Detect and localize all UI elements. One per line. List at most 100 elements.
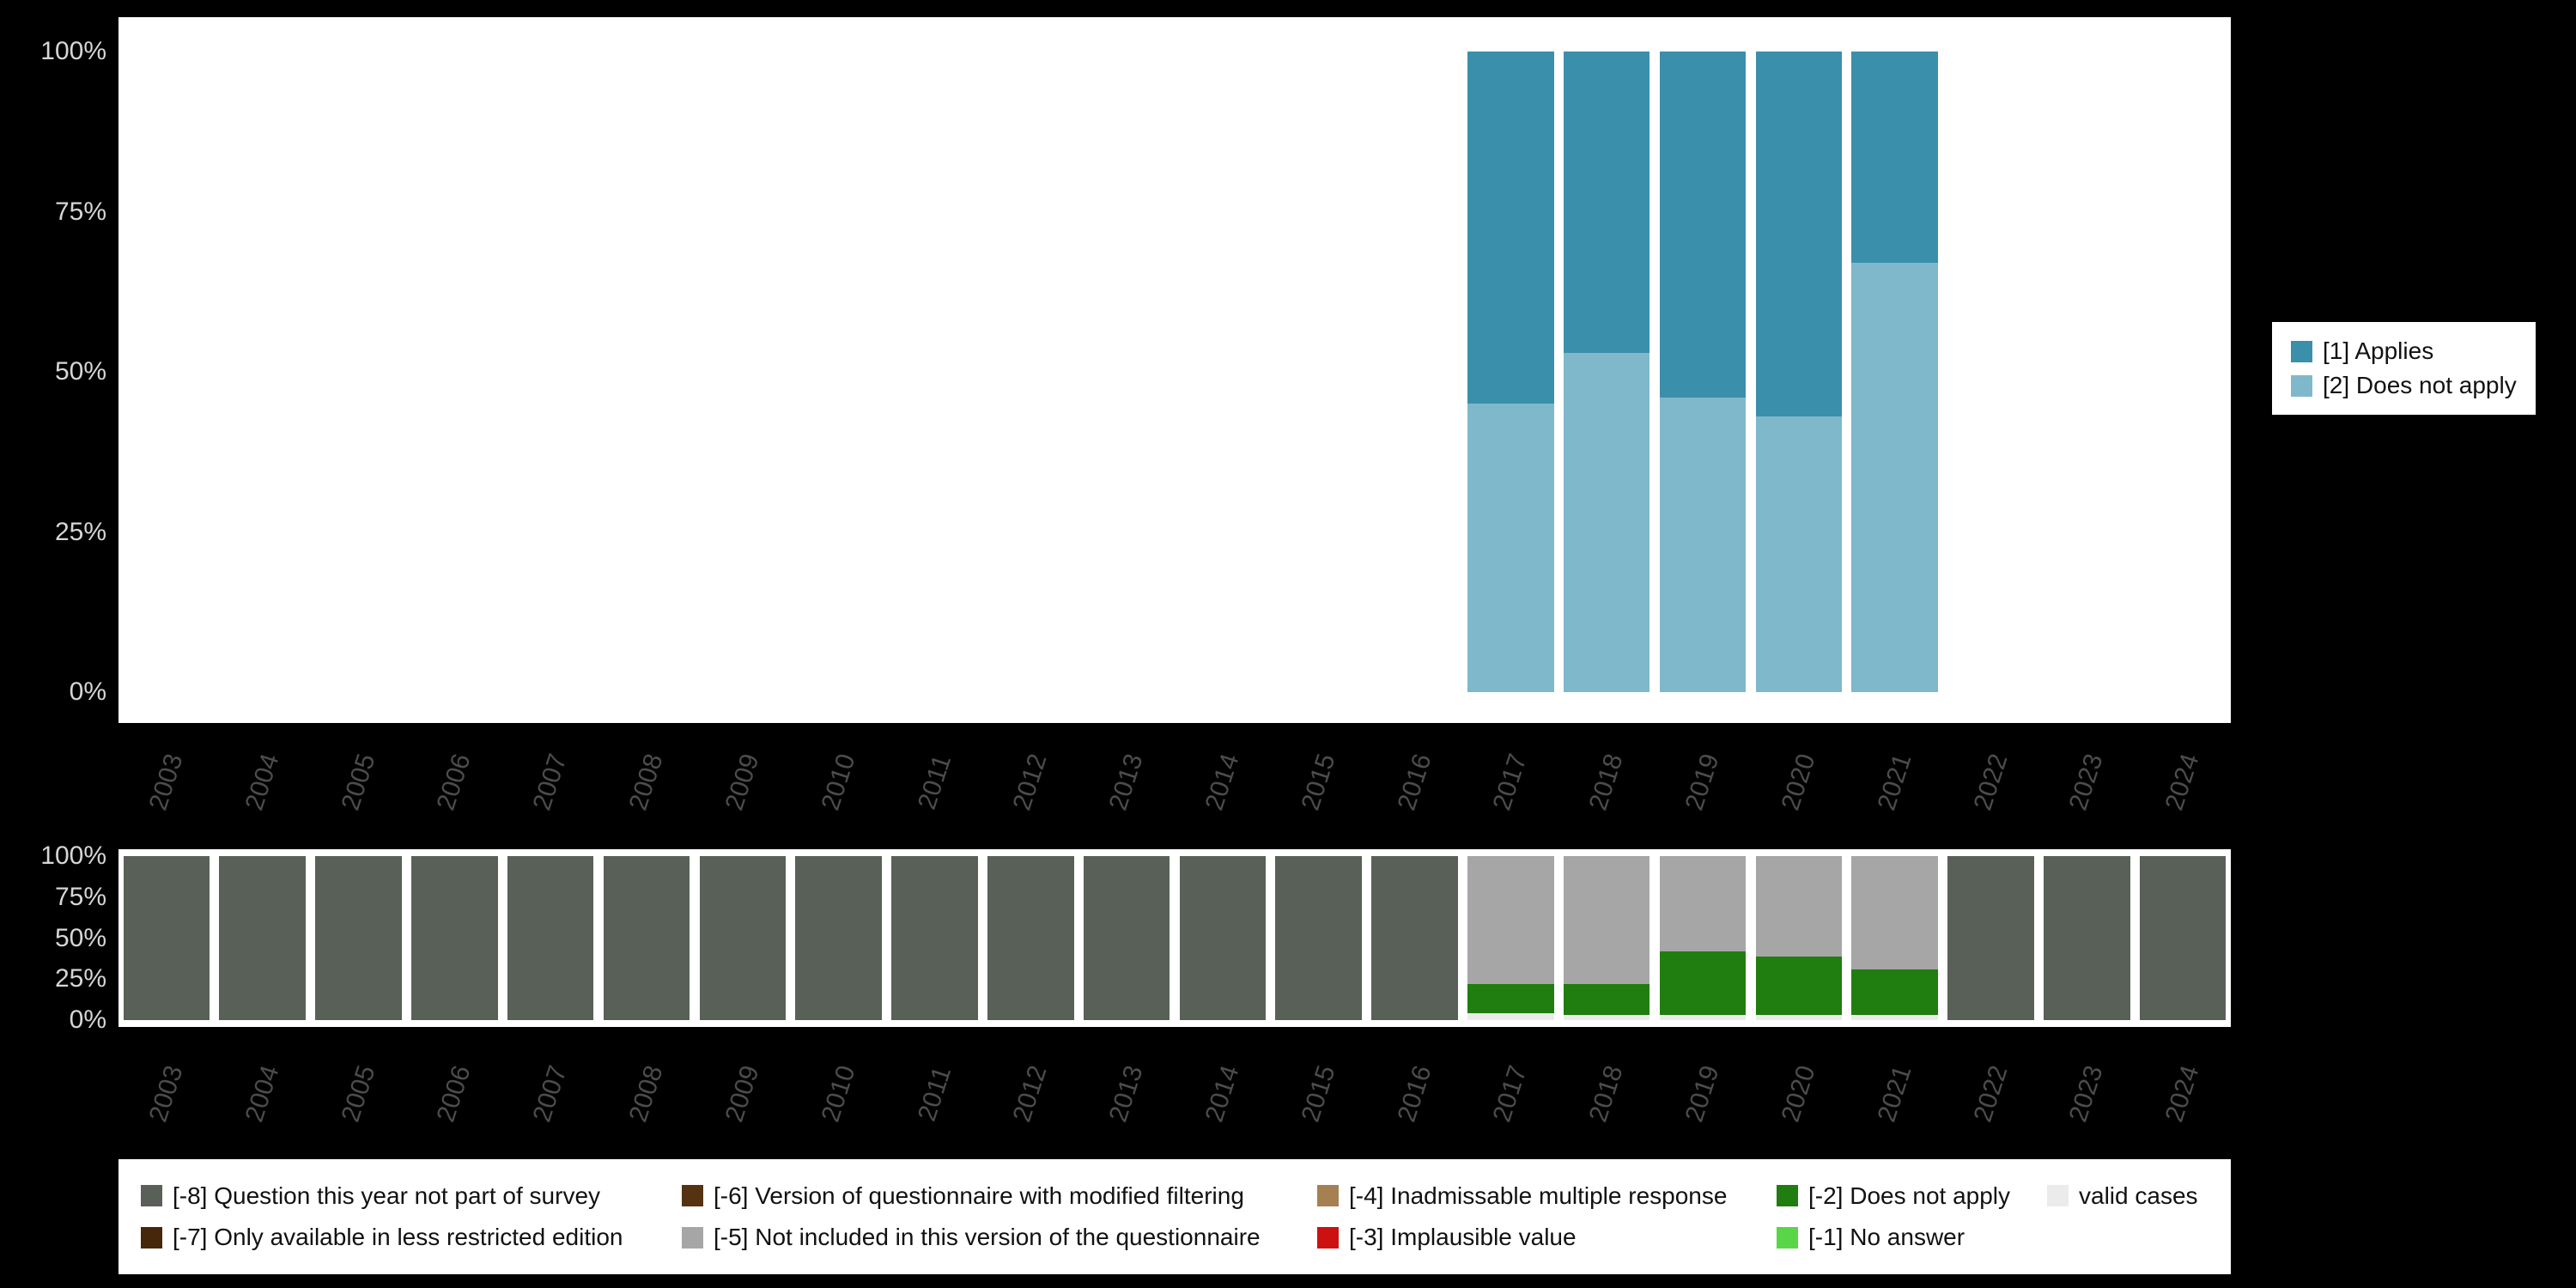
x-tick-missing-values-by-year-2019: 2019 (1680, 1062, 1725, 1126)
x-tick-variable-distribution-by-year-2016: 2016 (1392, 750, 1437, 814)
x-tick-variable-distribution-by-year-2020: 2020 (1776, 750, 1821, 814)
y-tick-missing-values-by-year-100pct: 100% (40, 841, 106, 870)
bar-segment-2019-applies (1659, 52, 1747, 398)
x-tick-missing-values-by-year-2006: 2006 (431, 1062, 477, 1126)
x-tick-missing-values-by-year-2007: 2007 (527, 1062, 573, 1126)
x-tick-variable-distribution-by-year-2018: 2018 (1583, 750, 1629, 814)
x-tick-variable-distribution-by-year-2019: 2019 (1680, 750, 1725, 814)
bar-segment-2012-minus8-not-part-of-survey (987, 856, 1074, 1020)
legend-label-m6: [-6] Version of questionnaire with modif… (714, 1182, 1244, 1209)
bar-segment-2017-valid-cases (1467, 1013, 1554, 1020)
bar-segment-2018-does-not-apply (1563, 352, 1650, 692)
bar-segment-2006-minus8-not-part-of-survey (411, 856, 498, 1020)
legend-swatch-m8 (141, 1185, 162, 1207)
bar-segment-2019-does-not-apply (1659, 397, 1747, 692)
bar-segment-2018-minus2-does-not-apply (1563, 984, 1650, 1016)
x-tick-variable-distribution-by-year-2014: 2014 (1200, 750, 1245, 814)
legend-label-does-not-apply: [2] Does not apply (2323, 372, 2517, 398)
bar-segment-2021-valid-cases (1851, 1015, 1938, 1020)
bar-segment-2020-minus5-not-included (1755, 856, 1843, 957)
bar-segment-2021-minus5-not-included (1851, 856, 1938, 969)
legend-swatch-m6 (682, 1185, 703, 1207)
legend-swatch-m7 (141, 1226, 162, 1249)
bar-segment-2019-minus2-does-not-apply (1659, 951, 1747, 1016)
x-tick-missing-values-by-year-2020: 2020 (1776, 1062, 1821, 1126)
x-tick-variable-distribution-by-year-2013: 2013 (1103, 750, 1149, 814)
x-tick-variable-distribution-by-year-2010: 2010 (816, 750, 861, 814)
bar-segment-2007-minus8-not-part-of-survey (507, 856, 594, 1020)
x-tick-missing-values-by-year-2017: 2017 (1487, 1062, 1533, 1126)
bottom-chart-panel (118, 849, 2231, 1027)
legend-swatch-m5 (682, 1226, 703, 1249)
x-tick-missing-values-by-year-2013: 2013 (1103, 1062, 1149, 1126)
x-tick-variable-distribution-by-year-2006: 2006 (431, 750, 477, 814)
x-tick-missing-values-by-year-2023: 2023 (2063, 1062, 2109, 1126)
x-tick-missing-values-by-year-2005: 2005 (336, 1062, 381, 1126)
bar-segment-2018-valid-cases (1563, 1015, 1650, 1020)
legend-item-m7: [-7] Only available in less restricted e… (141, 1224, 682, 1251)
legend-label-m3: [-3] Implausible value (1349, 1224, 1577, 1251)
y-tick-variable-distribution-by-year-0pct: 0% (69, 677, 106, 706)
bar-segment-2019-valid-cases (1659, 1015, 1747, 1020)
bar-segment-2015-minus8-not-part-of-survey (1275, 856, 1362, 1020)
bar-segment-2014-minus8-not-part-of-survey (1179, 856, 1267, 1020)
legend-label-valid: valid cases (2079, 1182, 2198, 1209)
legend-swatch-m2 (1777, 1185, 1798, 1207)
x-tick-variable-distribution-by-year-2008: 2008 (623, 750, 669, 814)
x-tick-missing-values-by-year-2011: 2011 (912, 1063, 957, 1125)
y-tick-variable-distribution-by-year-50pct: 50% (54, 357, 106, 386)
bar-segment-2017-minus5-not-included (1467, 856, 1554, 984)
x-tick-variable-distribution-by-year-2012: 2012 (1007, 750, 1053, 814)
y-tick-variable-distribution-by-year-100pct: 100% (40, 37, 106, 65)
bar-segment-2018-applies (1563, 52, 1650, 353)
bar-segment-2017-does-not-apply (1467, 404, 1554, 692)
bar-segment-2003-minus8-not-part-of-survey (123, 856, 210, 1020)
x-tick-missing-values-by-year-2012: 2012 (1007, 1062, 1053, 1126)
x-tick-variable-distribution-by-year-2007: 2007 (527, 750, 573, 814)
x-tick-missing-values-by-year-2004: 2004 (240, 1062, 285, 1126)
legend-label-m1: [-1] No answer (1808, 1224, 1965, 1251)
x-tick-missing-values-by-year-2018: 2018 (1583, 1062, 1629, 1126)
y-tick-missing-values-by-year-25pct: 25% (54, 964, 106, 993)
x-tick-missing-values-by-year-2003: 2003 (143, 1062, 189, 1126)
bar-segment-2021-applies (1851, 52, 1938, 264)
bar-segment-2018-minus5-not-included (1563, 856, 1650, 984)
legend-swatch-m3 (1317, 1226, 1339, 1249)
x-tick-missing-values-by-year-2010: 2010 (816, 1062, 861, 1126)
legend-label-m8: [-8] Question this year not part of surv… (173, 1182, 601, 1209)
legend-swatch-does-not-apply (2291, 374, 2312, 397)
legend-item-m5: [-5] Not included in this version of the… (682, 1224, 1317, 1251)
x-tick-variable-distribution-by-year-2022: 2022 (1968, 750, 2014, 814)
bar-segment-2013-minus8-not-part-of-survey (1083, 856, 1170, 1020)
legend-item-m8: [-8] Question this year not part of surv… (141, 1182, 682, 1210)
legend-item-m3: [-3] Implausible value (1317, 1224, 1777, 1251)
x-tick-missing-values-by-year-2014: 2014 (1200, 1062, 1245, 1126)
legend-item-m1: [-1] No answer (1777, 1224, 2047, 1251)
x-tick-variable-distribution-by-year-2024: 2024 (2160, 750, 2205, 814)
legend-item-valid: valid cases (2047, 1182, 2214, 1210)
y-tick-variable-distribution-by-year-25pct: 25% (54, 517, 106, 546)
bar-segment-2016-minus8-not-part-of-survey (1371, 856, 1458, 1020)
legend-item-does-not-apply: [2] Does not apply (2291, 372, 2517, 399)
legend-swatch-valid (2047, 1185, 2069, 1207)
y-tick-missing-values-by-year-50pct: 50% (54, 923, 106, 952)
x-tick-variable-distribution-by-year-2017: 2017 (1487, 750, 1533, 814)
bar-segment-2005-minus8-not-part-of-survey (315, 856, 402, 1020)
bar-segment-2004-minus8-not-part-of-survey (219, 856, 306, 1020)
y-tick-variable-distribution-by-year-75pct: 75% (54, 197, 106, 226)
bar-segment-2020-does-not-apply (1755, 416, 1843, 692)
x-tick-variable-distribution-by-year-2015: 2015 (1296, 750, 1341, 814)
x-tick-missing-values-by-year-2015: 2015 (1296, 1062, 1341, 1126)
legend-swatch-applies (2291, 340, 2312, 362)
x-tick-missing-values-by-year-2024: 2024 (2160, 1062, 2205, 1126)
x-tick-missing-values-by-year-2022: 2022 (1968, 1062, 2014, 1126)
bar-segment-2008-minus8-not-part-of-survey (603, 856, 690, 1020)
legend-swatch-m4 (1317, 1185, 1339, 1207)
legend-item-applies: [1] Applies (2291, 337, 2517, 365)
legend-label-m5: [-5] Not included in this version of the… (714, 1224, 1261, 1251)
legend-label-m2: [-2] Does not apply (1808, 1182, 2011, 1209)
legend-item-m2: [-2] Does not apply (1777, 1182, 2047, 1210)
x-tick-variable-distribution-by-year-2021: 2021 (1872, 750, 1917, 814)
legend-label-m7: [-7] Only available in less restricted e… (173, 1224, 623, 1251)
